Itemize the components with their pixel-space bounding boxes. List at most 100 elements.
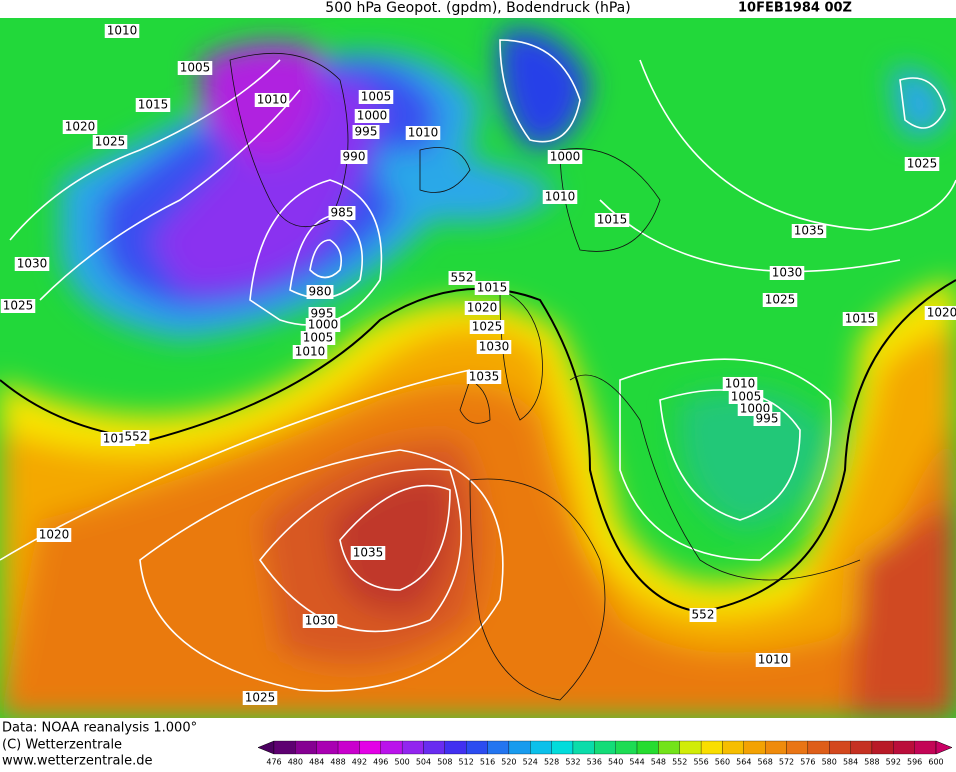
field bbox=[0, 18, 956, 718]
colorbar-label: 492 bbox=[352, 758, 367, 767]
label-box bbox=[464, 301, 500, 315]
colorbar-swatch bbox=[914, 740, 937, 755]
colorbar-label: 508 bbox=[437, 758, 452, 767]
colorbar-label: 552 bbox=[672, 758, 687, 767]
isobar-label: 1015 bbox=[594, 213, 630, 227]
isobar-label: 1010 bbox=[254, 93, 290, 107]
colorbar-swatch bbox=[572, 740, 595, 755]
isobar-label-text: 1030 bbox=[17, 257, 48, 271]
label-box bbox=[308, 307, 336, 321]
isobar-label-text: 1035 bbox=[353, 546, 384, 560]
isobar-label-text: 552 bbox=[692, 608, 715, 622]
label-box bbox=[542, 190, 578, 204]
isobar-label-text: 1030 bbox=[305, 614, 336, 628]
colorbar-label: 488 bbox=[330, 758, 345, 767]
label-box bbox=[92, 135, 128, 149]
isobar-label-text: 1005 bbox=[361, 90, 392, 104]
isobar-label-text: 552 bbox=[125, 430, 148, 444]
label-box bbox=[300, 331, 336, 345]
colorbar-swatch bbox=[722, 740, 744, 755]
label-box bbox=[405, 126, 441, 140]
colorbar-label: 588 bbox=[864, 758, 879, 767]
colorbar-label: 600 bbox=[928, 758, 943, 767]
isobar-label-text: 1030 bbox=[479, 340, 510, 354]
isobar-label-text: 980 bbox=[309, 285, 332, 299]
isobar-label-text: 1010 bbox=[725, 377, 756, 391]
colorbar-label: 580 bbox=[822, 758, 837, 767]
isobar-label: 1035 bbox=[466, 370, 502, 384]
isobar-label: 1005 bbox=[300, 331, 336, 345]
isobar-label: 1010 bbox=[104, 24, 140, 38]
isobar-label: 1025 bbox=[469, 320, 505, 334]
label-box bbox=[358, 90, 394, 104]
isobar-label: 1030 bbox=[14, 257, 50, 271]
isobar-label: 552 bbox=[122, 430, 150, 444]
label-box bbox=[242, 691, 278, 705]
isobar-label-text: 995 bbox=[756, 412, 779, 426]
colorbar-label: 556 bbox=[693, 758, 708, 767]
isobar-label: 1010 bbox=[755, 653, 791, 667]
isobar-label: 1025 bbox=[92, 135, 128, 149]
colorbar-swatch bbox=[423, 740, 445, 755]
colorbar-label: 504 bbox=[416, 758, 431, 767]
label-box bbox=[306, 285, 334, 299]
isobar-label-text: 1025 bbox=[95, 135, 126, 149]
colorbar-swatch bbox=[295, 740, 317, 755]
colorbar-label: 520 bbox=[501, 758, 516, 767]
isobar-label: 1020 bbox=[924, 306, 956, 320]
colorbar-swatch bbox=[551, 740, 574, 755]
colorbar-swatch bbox=[594, 740, 616, 755]
isobar-label-text: 990 bbox=[343, 150, 366, 164]
label-box bbox=[476, 340, 512, 354]
isobar-label: 1030 bbox=[769, 266, 805, 280]
isobar-label: 1030 bbox=[476, 340, 512, 354]
isobar-label: 1030 bbox=[302, 614, 338, 628]
label-box bbox=[0, 299, 36, 313]
isobar-label: 995 bbox=[352, 125, 380, 139]
isobar-label-text: 1020 bbox=[39, 528, 70, 542]
label-box bbox=[594, 213, 630, 227]
colorbar-arrow-right bbox=[935, 740, 953, 755]
isobar-label: 1020 bbox=[62, 120, 98, 134]
label-box bbox=[328, 206, 356, 220]
contour-552 bbox=[0, 279, 956, 614]
isobar-label: 1010 bbox=[542, 190, 578, 204]
isobar-label: 1000 bbox=[547, 150, 583, 164]
isobar-label: 1025 bbox=[762, 293, 798, 307]
footer-source: Data: NOAA reanalysis 1.000° bbox=[2, 721, 197, 736]
label-box bbox=[305, 318, 341, 332]
label-box bbox=[352, 125, 380, 139]
colorbar-swatch bbox=[380, 740, 403, 755]
isobar-label: 1010 bbox=[722, 377, 758, 391]
colorbar-swatch bbox=[743, 740, 766, 755]
isobar-label-text: 1010 bbox=[758, 653, 789, 667]
colorbar: 476 480 484 488 492 496 500 504 508 512 516 520 524 5… bbox=[257, 740, 953, 767]
isobar-label-text: 985 bbox=[331, 206, 354, 220]
colorbar-label: 524 bbox=[523, 758, 538, 767]
isobar-label: 1005 bbox=[177, 61, 213, 75]
map-title: 500 hPa Geopot. (gpdm), Bodendruck (hPa) bbox=[325, 0, 630, 16]
label-box bbox=[722, 377, 758, 391]
isobar-label-text: 1020 bbox=[467, 301, 498, 315]
isobar-label: 995 bbox=[308, 307, 336, 321]
label-box bbox=[62, 120, 98, 134]
isobar-label-text: 1035 bbox=[794, 224, 825, 238]
colorbar-swatch bbox=[679, 740, 702, 755]
colorbar-label: 540 bbox=[608, 758, 623, 767]
label-box bbox=[448, 271, 476, 285]
colorbar-label: 560 bbox=[715, 758, 730, 767]
isobar-label-text: 1010 bbox=[408, 126, 439, 140]
isobar-label-text: 1005 bbox=[303, 331, 334, 345]
colorbar-label: 512 bbox=[459, 758, 474, 767]
isobar-label-text: 1010 bbox=[295, 345, 326, 359]
colorbar-label: 516 bbox=[480, 758, 495, 767]
colorbar-swatch bbox=[765, 740, 787, 755]
isobars bbox=[0, 39, 956, 692]
label-box bbox=[469, 320, 505, 334]
isobar-label-text: 1025 bbox=[765, 293, 796, 307]
isobar-label-text: 1000 bbox=[308, 318, 339, 332]
isobar-label-text: 1010 bbox=[545, 190, 576, 204]
colorbar-swatch bbox=[359, 740, 381, 755]
colorbar-label: 476 bbox=[266, 758, 281, 767]
colorbar-label: 544 bbox=[629, 758, 644, 767]
